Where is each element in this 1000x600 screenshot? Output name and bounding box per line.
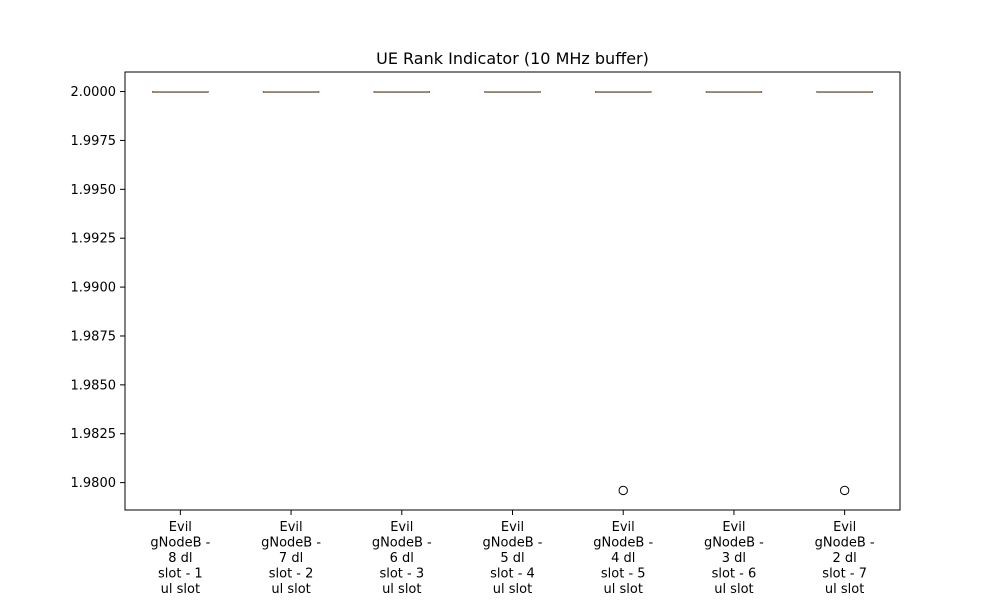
x-tick-label-line: slot - 2	[269, 567, 314, 582]
x-tick-label-line: gNodeB -	[372, 536, 432, 551]
x-tick-label-line: 4 dl	[611, 551, 635, 566]
y-tick-label: 1.9825	[71, 427, 117, 442]
x-tick-label-line: ul slot	[604, 582, 643, 597]
y-tick-label: 2.0000	[71, 85, 117, 100]
x-tick-label: Evil gNodeB -6 dl slot - 3 ul slot	[372, 520, 432, 597]
x-tick-label-line: slot - 5	[601, 567, 646, 582]
x-tick-label-line: slot - 4	[490, 567, 535, 582]
x-tick-label: Evil gNodeB -2 dl slot - 7 ul slot	[815, 520, 875, 597]
chart-title: UE Rank Indicator (10 MHz buffer)	[376, 49, 649, 68]
box-outlier	[618, 485, 628, 496]
x-tick-label-line: 2 dl	[833, 551, 857, 566]
x-tick-label: Evil gNodeB -7 dl slot - 2 ul slot	[261, 520, 321, 597]
x-tick-label-line: slot - 6	[712, 567, 757, 582]
x-tick-label-line: 5 dl	[500, 551, 524, 566]
y-tick-label: 1.9975	[71, 134, 117, 149]
x-tick-label-line: Evil	[722, 520, 745, 535]
x-tick-label-line: slot - 3	[379, 567, 424, 582]
box-group	[152, 90, 209, 93]
x-tick-label-line: ul slot	[382, 582, 421, 597]
box-group	[705, 90, 763, 93]
x-tick-label: Evil gNodeB -4 dl slot - 5 ul slot	[593, 520, 653, 597]
box-group	[595, 90, 652, 496]
x-tick-label-line: 3 dl	[722, 551, 746, 566]
box-group	[484, 90, 541, 93]
x-tick-label-line: ul slot	[271, 582, 310, 597]
x-tick-label-line: slot - 1	[158, 567, 203, 582]
x-tick-label-line: slot - 7	[822, 567, 867, 582]
box-group	[262, 90, 320, 93]
y-tick-label: 1.9800	[71, 476, 117, 491]
x-tick-label-line: gNodeB -	[815, 536, 875, 551]
x-tick-label-line: ul slot	[714, 582, 753, 597]
x-tick-label-line: gNodeB -	[704, 536, 764, 551]
x-tick-label: Evil gNodeB -5 dl slot - 4 ul slot	[483, 520, 543, 597]
x-tick-label-line: Evil	[280, 520, 303, 535]
x-tick-label-line: gNodeB -	[261, 536, 321, 551]
x-tick-label-line: Evil	[501, 520, 524, 535]
box-group	[816, 90, 873, 496]
x-tick-label-line: gNodeB -	[483, 536, 543, 551]
x-tick-label-line: ul slot	[825, 582, 864, 597]
x-tick-label-line: ul slot	[493, 582, 532, 597]
x-tick-label: Evil gNodeB -3 dl slot - 6 ul slot	[704, 520, 764, 597]
box-outlier	[839, 485, 850, 496]
y-tick-label: 1.9850	[71, 378, 117, 393]
axes-frame	[124, 71, 901, 511]
x-tick-label-line: ul slot	[161, 582, 200, 597]
x-tick-label-line: Evil	[833, 520, 856, 535]
y-tick-label: 1.9900	[71, 281, 117, 296]
x-tick-label-line: Evil	[612, 520, 635, 535]
x-tick-label-line: gNodeB -	[150, 536, 210, 551]
y-tick-label: 1.9875	[71, 329, 117, 344]
box-group	[373, 90, 430, 93]
x-tick-label: Evil gNodeB -8 dl slot - 1 ul slot	[150, 520, 210, 597]
plot-area: 2.0000 1.9975 1.9950 1.9925 1.9900 1.9875 1.98…	[71, 85, 875, 597]
x-tick-label-line: 8 dl	[168, 551, 192, 566]
x-tick-label-line: Evil	[390, 520, 413, 535]
x-tick-label-line: Evil	[169, 520, 192, 535]
x-tick-label-line: 6 dl	[390, 551, 414, 566]
x-tick-label-line: 7 dl	[279, 551, 303, 566]
x-tick-label-line: gNodeB -	[593, 536, 653, 551]
y-tick-label: 1.9950	[71, 183, 117, 198]
y-tick-label: 1.9925	[71, 232, 117, 247]
